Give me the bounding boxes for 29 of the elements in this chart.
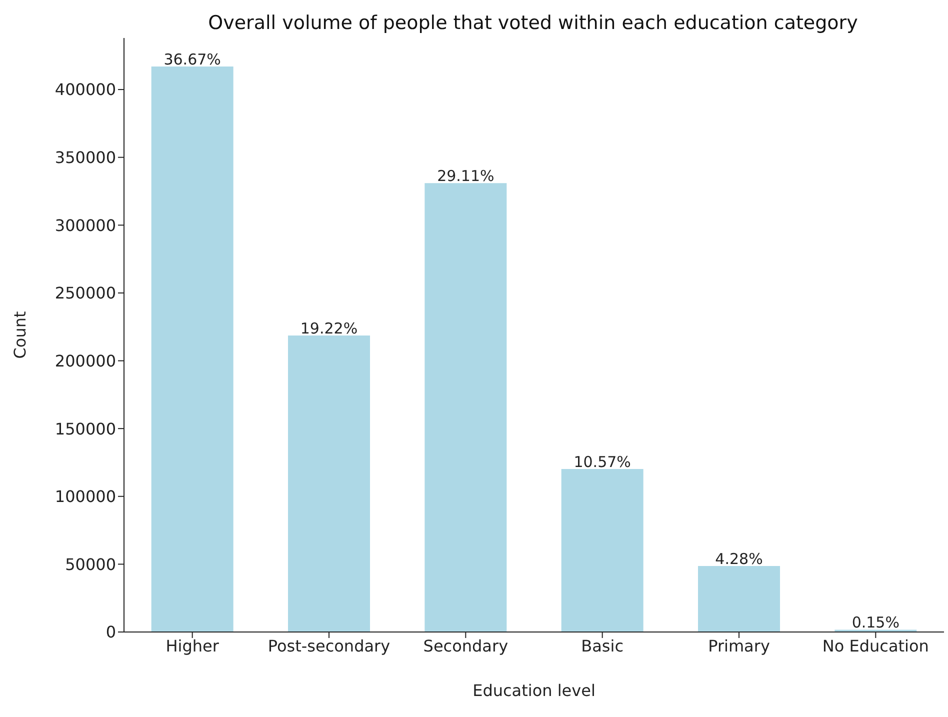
y-tick-label: 250000 [54,284,116,303]
y-tick-label: 0 [106,622,116,642]
bar [424,183,507,632]
bar [288,336,370,632]
y-tick-label: 50000 [65,554,116,574]
bar [151,66,234,632]
chart-title: Overall volume of people that voted within each education category [207,12,859,34]
annotation: 0.15% [852,614,900,632]
annotation: 4.28% [715,550,763,568]
y-axis-title: Count [10,311,30,359]
y-tick-label: 300000 [54,216,116,235]
x-axis-title: Education level [472,681,596,700]
annotation: 36.67% [164,50,221,68]
x-tick-label: Secondary [423,636,508,656]
x-tick-label: Basic [581,636,624,656]
y-tick-label: 400000 [54,80,116,100]
annotation: 29.11% [437,167,494,186]
annotation: 19.22% [300,320,358,338]
bar [698,566,780,632]
y-tick-label: 150000 [54,419,116,438]
x-tick-label: Post-secondary [268,636,390,656]
x-tick-label: No Education [822,636,929,656]
y-tick-label: 350000 [54,148,116,168]
x-tick-label: Primary [708,636,770,656]
annotation: 10.57% [574,452,631,471]
y-tick-label: 100000 [54,487,116,506]
y-tick-label: 200000 [54,351,116,370]
bar [561,468,644,632]
x-tick-label: Higher [166,636,220,656]
